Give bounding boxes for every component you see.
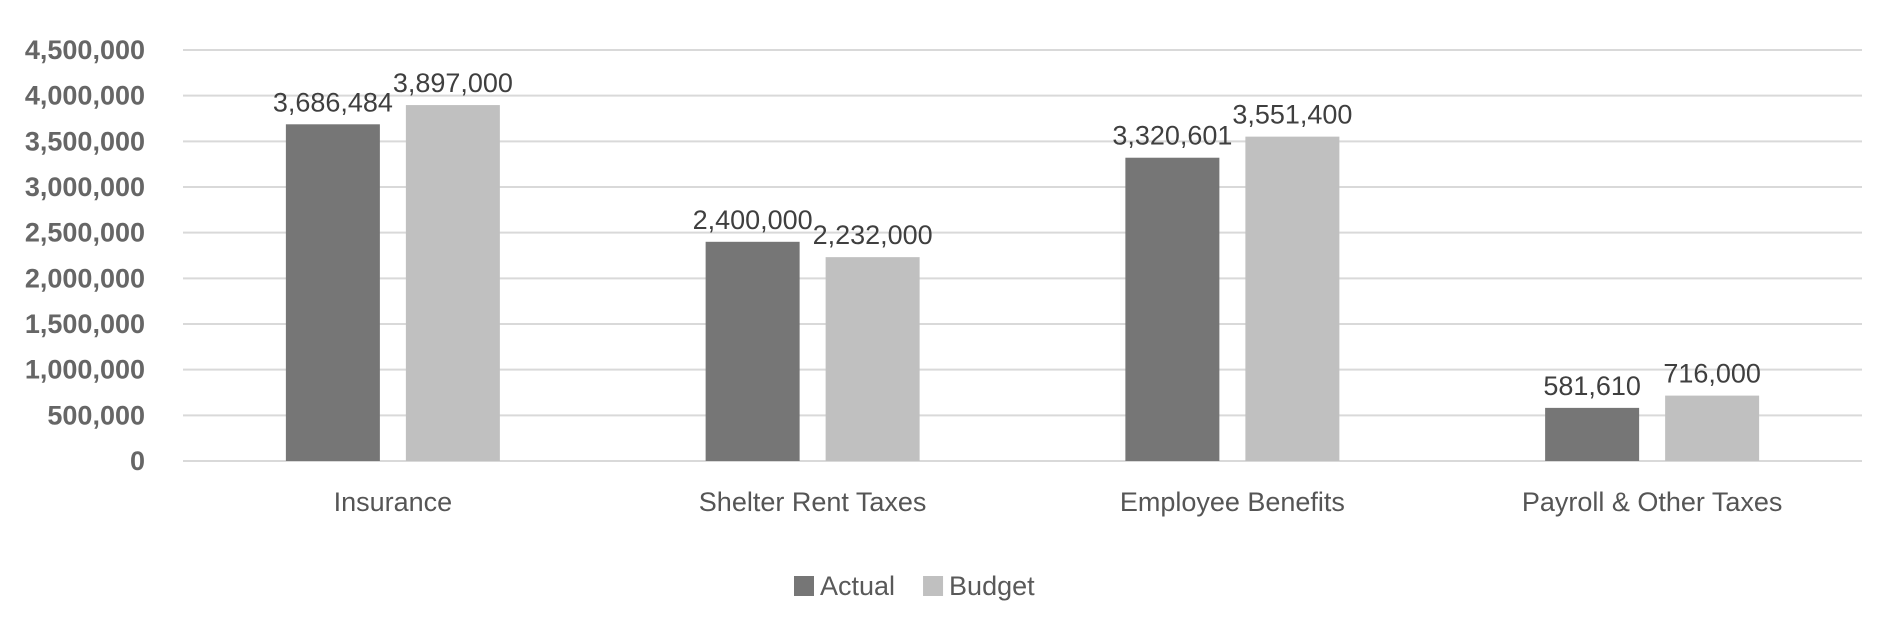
- data-label-actual: 3,686,484: [273, 87, 393, 117]
- data-label-actual: 2,400,000: [693, 205, 813, 235]
- bar-budget: [405, 105, 500, 461]
- bar-budget: [1245, 136, 1340, 461]
- bar-actual: [705, 241, 800, 461]
- y-tick-label: 4,500,000: [25, 35, 145, 65]
- y-tick-label: 500,000: [47, 400, 145, 430]
- legend: Actual Budget: [794, 571, 1035, 601]
- legend-swatch-actual: [794, 576, 814, 596]
- bar-actual: [285, 124, 380, 462]
- bar-budget: [825, 257, 920, 461]
- legend-swatch-budget: [923, 576, 944, 596]
- data-label-budget: 3,897,000: [393, 68, 513, 98]
- legend-label-actual: Actual: [820, 571, 895, 601]
- y-tick-label: 2,500,000: [25, 218, 145, 248]
- y-tick-label: 2,000,000: [25, 263, 145, 293]
- data-label-budget: 716,000: [1663, 359, 1761, 389]
- y-tick-label: 3,000,000: [25, 172, 145, 202]
- bar-actual: [1545, 407, 1640, 461]
- x-tick-label: Employee Benefits: [1120, 487, 1345, 517]
- data-label-budget: 2,232,000: [813, 220, 933, 250]
- y-axis-tick-labels: 0 500,000 1,000,000 1,500,000 2,000,000 2,500…: [25, 35, 145, 476]
- x-tick-label: Payroll & Other Taxes: [1522, 487, 1783, 517]
- y-tick-label: 1,500,000: [25, 309, 145, 339]
- x-axis-tick-labels: Insurance Shelter Rent Taxes Employee Bene…: [334, 487, 1783, 517]
- x-tick-label: Shelter Rent Taxes: [699, 487, 927, 517]
- data-label-actual: 581,610: [1543, 371, 1641, 401]
- bars: [285, 105, 1760, 462]
- bar-actual: [1125, 157, 1220, 461]
- y-tick-label: 1,000,000: [25, 355, 145, 385]
- bar-budget: [1665, 395, 1760, 461]
- data-label-actual: 3,320,601: [1112, 121, 1232, 151]
- data-label-budget: 3,551,400: [1232, 100, 1352, 130]
- x-tick-label: Insurance: [334, 487, 453, 517]
- y-tick-label: 4,000,000: [25, 81, 145, 111]
- y-tick-label: 3,500,000: [25, 126, 145, 156]
- legend-label-budget: Budget: [949, 571, 1035, 601]
- y-tick-label: 0: [130, 446, 145, 476]
